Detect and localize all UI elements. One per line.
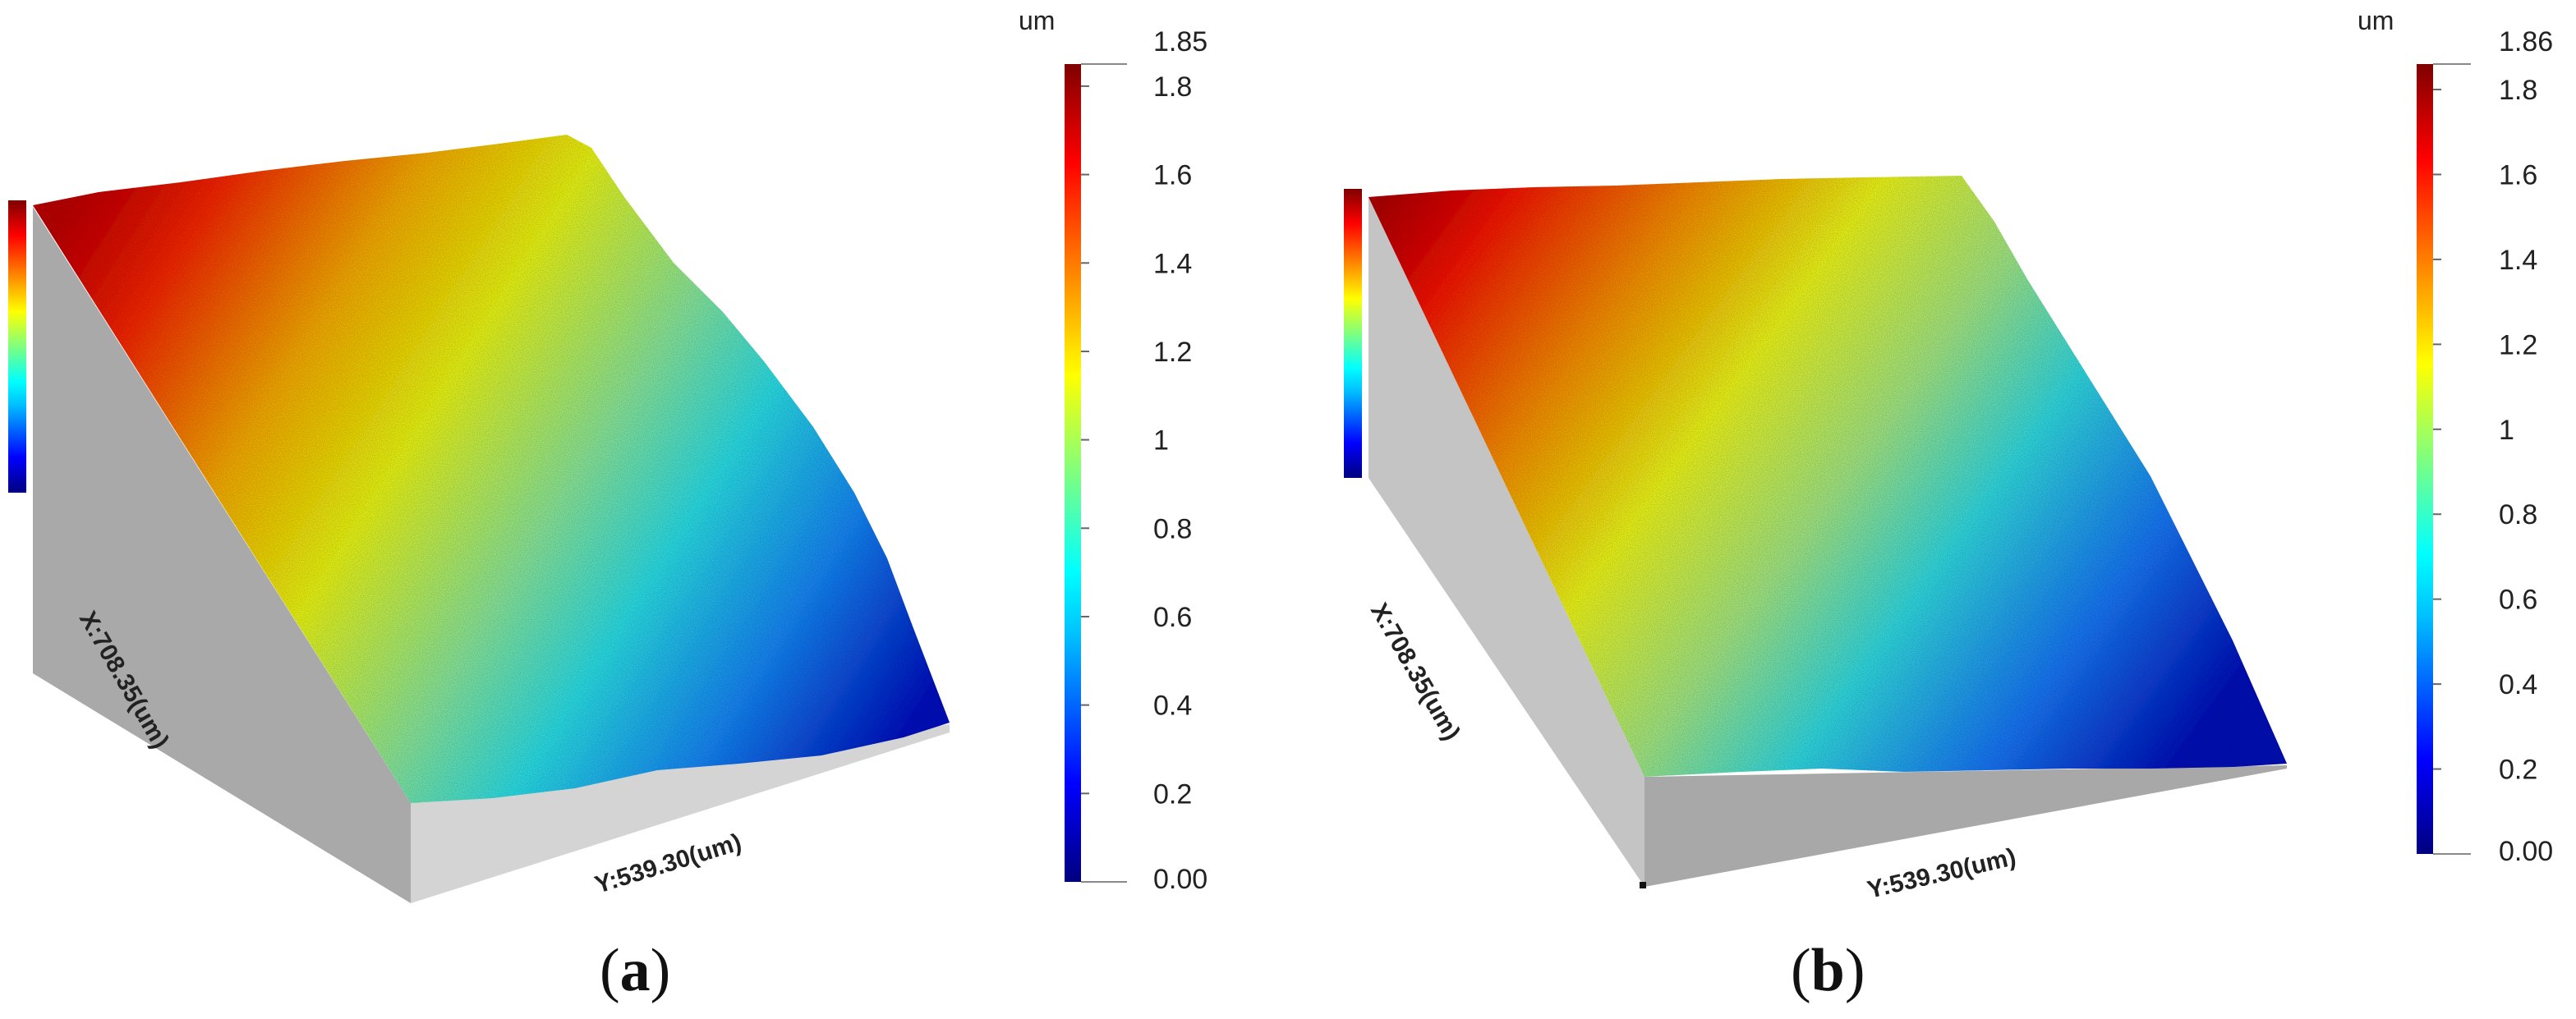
surface-plot-b: X:708.35(um) Y:539.30(um) um 1.86 1.8 1.6… bbox=[1344, 6, 2553, 904]
colorbar-tick-label: 1.8 bbox=[2499, 75, 2537, 106]
colorbar-tick-label: 1.6 bbox=[2499, 159, 2537, 190]
colorbar-min-label-a: 0.00 bbox=[1153, 864, 1208, 895]
colorbar-b: um 1.86 1.8 1.6 1.4 1.2 1 0.8 0.6 0.4 0.2 0.00 bbox=[2358, 6, 2553, 867]
colorbar-tick-label: 0.6 bbox=[1153, 602, 1192, 633]
caption-close-a: ) bbox=[650, 937, 671, 1004]
panel-caption-a: (a) bbox=[600, 936, 670, 1006]
colorbar-gradient-a bbox=[1065, 64, 1081, 882]
colorbar-tick-label: 1 bbox=[2499, 415, 2514, 446]
colorbar-gradient-b bbox=[2417, 64, 2433, 854]
corner-marker-b bbox=[1640, 882, 1646, 888]
colorbar-ticks-a: 1.8 1.6 1.4 1.2 1 0.8 0.6 0.4 0.2 bbox=[1081, 71, 1192, 810]
colorbar-tick-label: 1.8 bbox=[1153, 71, 1192, 103]
colorbar-tick-label: 1 bbox=[1153, 425, 1169, 457]
caption-close-b: ) bbox=[1844, 937, 1865, 1004]
caption-open-a: ( bbox=[600, 937, 620, 1004]
colorbar-tick-label: 0.8 bbox=[1153, 513, 1192, 544]
colorbar-unit-b: um bbox=[2358, 6, 2394, 35]
caption-letter-a: a bbox=[619, 937, 651, 1004]
front-wall-b bbox=[1644, 765, 2287, 887]
colorbar-tick-label: 1.2 bbox=[2499, 329, 2537, 360]
x-axis-label-b: X:708.35(um) bbox=[1365, 599, 1465, 745]
panel-caption-b: (b) bbox=[1791, 936, 1865, 1006]
panel-a: X:708.35(um) Y:539.30(um) um 1.85 1.8 1.6… bbox=[8, 6, 1208, 1006]
caption-open-b: ( bbox=[1791, 937, 1811, 1004]
caption-letter-b: b bbox=[1810, 937, 1845, 1004]
colorbar-tick-label: 0.4 bbox=[2499, 669, 2537, 700]
colorbar-tick-label: 1.4 bbox=[1153, 248, 1192, 279]
y-axis-label-a: Y:539.30(um) bbox=[591, 829, 744, 899]
panel-b: X:708.35(um) Y:539.30(um) um 1.86 1.8 1.6… bbox=[1288, 0, 2576, 1019]
colorbar-tick-label: 1.6 bbox=[1153, 160, 1192, 191]
colorbar-unit-a: um bbox=[1019, 6, 1055, 35]
front-wall-a bbox=[411, 724, 950, 903]
colorbar-max-label-a: 1.85 bbox=[1153, 26, 1208, 57]
y-axis-label-b: Y:539.30(um) bbox=[1865, 843, 2018, 904]
surface-plot-a: X:708.35(um) Y:539.30(um) um 1.85 1.81.6… bbox=[8, 6, 1208, 903]
colorbar-tick-label: 0.2 bbox=[2499, 755, 2537, 786]
left-wall-a bbox=[33, 207, 411, 903]
surface-top-b bbox=[1368, 176, 2287, 777]
colorbar-tick-label: 1.4 bbox=[2499, 245, 2537, 276]
colorbar-tick-label: 1.2 bbox=[1153, 337, 1192, 368]
colorbar-a: um 1.85 1.8 1.6 1.4 1.2 1 0.8 0.6 0.4 0.2 0.00 bbox=[1019, 6, 1208, 895]
left-color-strip-b bbox=[1344, 189, 1362, 478]
surface-top-a bbox=[33, 135, 950, 803]
colorbar-min-label-b: 0.00 bbox=[2499, 836, 2553, 867]
left-color-strip-a bbox=[8, 200, 26, 493]
colorbar-max-label-b: 1.86 bbox=[2499, 26, 2553, 57]
colorbar-ticks-b: 1.8 1.6 1.4 1.2 1 0.8 0.6 0.4 0.2 bbox=[2433, 75, 2537, 786]
left-wall-b bbox=[1368, 197, 1644, 887]
colorbar-tick-label: 0.4 bbox=[1153, 691, 1192, 722]
colorbar-tick-label: 0.2 bbox=[1153, 778, 1192, 810]
colorbar-tick-label: 0.8 bbox=[2499, 499, 2537, 530]
colorbar-tick-label: 0.6 bbox=[2499, 585, 2537, 616]
